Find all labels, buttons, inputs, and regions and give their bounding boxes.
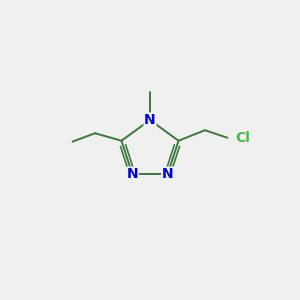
Text: Cl: Cl — [235, 131, 250, 145]
Text: N: N — [162, 167, 173, 181]
Text: N: N — [127, 167, 138, 181]
Text: N: N — [144, 113, 156, 127]
